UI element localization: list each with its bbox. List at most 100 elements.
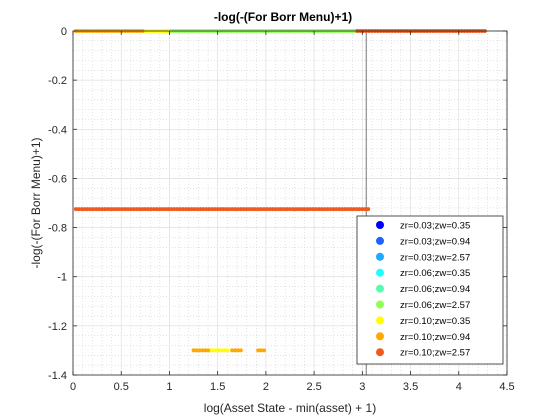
data-point [256, 207, 261, 212]
data-point [216, 348, 221, 353]
data-point [337, 207, 342, 212]
legend-entry-label: zr=0.03;zw=2.57 [400, 252, 470, 263]
data-point [308, 207, 313, 212]
data-point [134, 207, 139, 212]
legend-marker [376, 316, 384, 325]
data-point [267, 207, 272, 212]
data-point [264, 207, 269, 212]
y-tick-labels: -1.4 -1.2 -1 -0.8 -0.6 -0.4 -0.2 0 [48, 26, 67, 382]
data-point [175, 207, 180, 212]
data-point [328, 207, 333, 212]
legend-entry-label: zr=0.03;zw=0.94 [400, 236, 470, 247]
data-point [94, 207, 99, 212]
data-point [160, 207, 165, 212]
x-tick-label: 1 [166, 381, 172, 393]
axes-box [72, 30, 508, 376]
data-point [302, 207, 307, 212]
legend-entry-label: zr=0.10;zw=2.57 [400, 348, 470, 359]
data-point [273, 207, 278, 212]
data-point [206, 207, 211, 212]
data-point [233, 348, 238, 353]
data-point [241, 207, 246, 212]
legend-marker [376, 332, 384, 341]
data-point [180, 207, 185, 212]
data-point [137, 207, 142, 212]
data-point [282, 207, 287, 212]
x-tick-labels: 0 0.5 1 1.5 2 2.5 3 3.5 4 4.5 [70, 381, 515, 393]
data-point [128, 207, 133, 212]
data-point [203, 348, 208, 353]
data-point [85, 207, 90, 212]
data-point [97, 207, 102, 212]
data-point [316, 207, 321, 212]
data-point [157, 207, 162, 212]
data-point [285, 207, 290, 212]
data-point [238, 348, 243, 353]
y-tick-label: -0.8 [48, 223, 67, 235]
data-point [222, 348, 227, 353]
data-point [348, 207, 353, 212]
data-point [238, 207, 243, 212]
data-point [311, 207, 316, 212]
data-point [256, 348, 261, 353]
data-point [73, 207, 78, 212]
data-point [342, 207, 347, 212]
data-point [88, 207, 93, 212]
x-tick-label: 4.5 [499, 381, 514, 393]
data-point [206, 348, 211, 353]
x-tick-label: 4 [456, 381, 462, 393]
data-point [140, 207, 145, 212]
data-point [152, 207, 157, 212]
data-point [197, 348, 202, 353]
data-point [270, 207, 275, 212]
legend-marker [376, 348, 384, 357]
data-point [351, 207, 356, 212]
data-point [334, 207, 339, 212]
legend-entry-label: zr=0.10;zw=0.94 [400, 332, 470, 343]
data-point [183, 207, 188, 212]
data-point [108, 207, 113, 212]
axis-ticks [72, 30, 508, 376]
y-tick-label: -1.4 [48, 370, 67, 382]
data-point [111, 207, 116, 212]
x-tick-label: 1.5 [210, 381, 225, 393]
data-point [259, 207, 264, 212]
data-point [293, 207, 298, 212]
data-point [224, 207, 229, 212]
data-point [204, 207, 209, 212]
data-point [178, 207, 183, 212]
data-point [102, 207, 107, 212]
y-tick-label: -0.6 [48, 173, 67, 185]
data-point [209, 207, 214, 212]
data-point [233, 207, 238, 212]
data-point [299, 207, 304, 212]
data-point [247, 207, 252, 212]
data-point [163, 207, 168, 212]
y-tick-label: -0.4 [48, 124, 67, 136]
data-point [354, 207, 359, 212]
data-point [357, 207, 362, 212]
legend-marker [376, 236, 384, 245]
data-point [131, 207, 136, 212]
legend-marker [376, 300, 384, 309]
data-point [322, 207, 327, 212]
data-point [319, 207, 324, 212]
data-point [154, 207, 159, 212]
y-tick-label: -1.2 [48, 321, 67, 333]
data-point [230, 348, 235, 353]
data-point [210, 348, 215, 353]
data-point [218, 207, 223, 212]
data-point [244, 207, 249, 212]
data-point [146, 207, 151, 212]
x-tick-label: 2.5 [306, 381, 321, 393]
data-point [198, 207, 203, 212]
x-tick-label: 0.5 [114, 381, 129, 393]
legend-marker [376, 252, 384, 261]
data-point [189, 207, 194, 212]
data-point [221, 207, 226, 212]
data-point [191, 348, 196, 353]
data-point [143, 207, 148, 212]
data-point [250, 207, 255, 212]
